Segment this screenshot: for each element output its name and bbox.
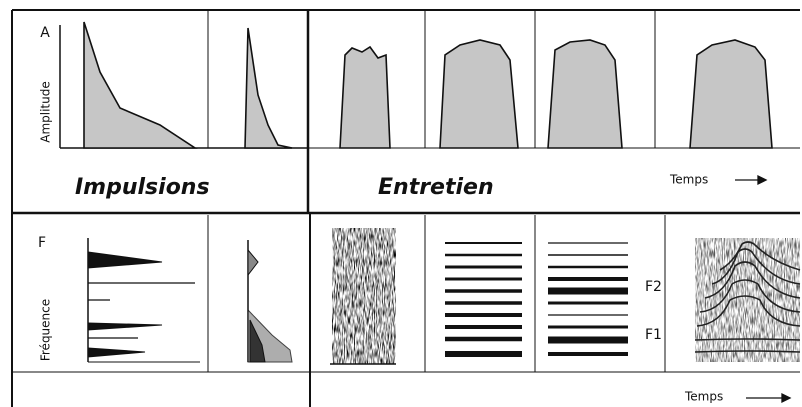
diagram: A Amplitude Impulsions Entretien Temps F… xyxy=(0,0,802,407)
axis-letter: F xyxy=(38,235,46,251)
noise-spectrogram xyxy=(330,228,396,364)
formant-label: F2 xyxy=(645,279,662,295)
formant-label: F1 xyxy=(645,327,662,343)
time-label: Temps xyxy=(684,390,723,404)
harmonics xyxy=(445,243,628,354)
time-label: Temps xyxy=(669,173,708,187)
speech-spectrogram xyxy=(695,238,800,362)
line-spectrum xyxy=(88,240,292,362)
frame xyxy=(12,10,800,407)
axis-label: Amplitude xyxy=(39,81,53,143)
axis-label: Fréquence xyxy=(39,299,53,361)
section-title: Entretien xyxy=(378,175,494,200)
section-title: Impulsions xyxy=(75,175,210,200)
envelopes xyxy=(84,22,772,148)
axis-letter: A xyxy=(40,25,50,41)
